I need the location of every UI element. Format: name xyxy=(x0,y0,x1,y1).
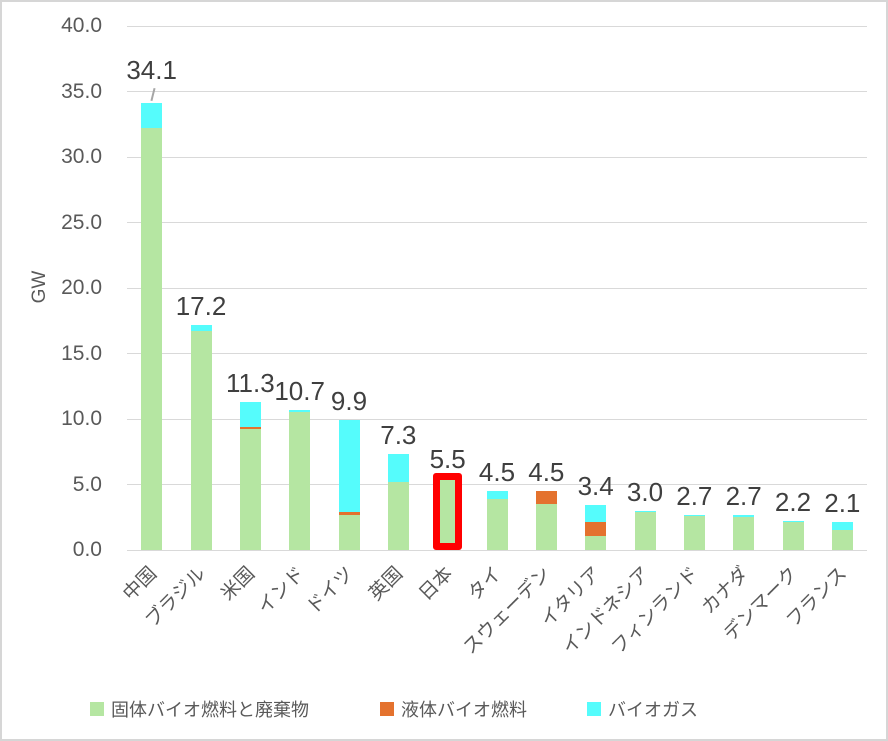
bar-segment-solid-biofuel-waste xyxy=(535,504,557,550)
y-axis-title: GW xyxy=(29,270,50,304)
bar-segment-biogas xyxy=(141,103,163,129)
bar-segment-biogas xyxy=(289,409,311,413)
bar-value-label: 4.5 xyxy=(528,457,565,488)
bar-segment-liquid-biofuel xyxy=(338,512,360,515)
bar-segment-solid-biofuel-waste xyxy=(437,477,459,550)
legend-swatch-biogas xyxy=(587,702,601,716)
gridline xyxy=(127,549,867,551)
bar-value-label: 3.4 xyxy=(577,471,614,502)
bar-segment-biogas xyxy=(831,522,853,531)
bar-segment-biogas xyxy=(190,324,212,332)
bar-value-label: 9.9 xyxy=(330,386,368,417)
y-tick-label: 25.0 xyxy=(61,210,102,234)
bar-segment-solid-biofuel-waste xyxy=(141,128,163,550)
y-tick-label: 15.0 xyxy=(61,341,102,365)
gridline xyxy=(127,156,867,158)
bar-segment-solid-biofuel-waste xyxy=(683,515,705,550)
y-tick-label: 40.0 xyxy=(61,14,102,37)
gridline xyxy=(127,353,867,354)
bar-segment-biogas xyxy=(733,514,755,518)
legend-label-liquid-biofuel: 液体バイオ燃料 xyxy=(401,700,527,720)
y-tick-label: 30.0 xyxy=(61,145,102,168)
bar-value-label: 2.7 xyxy=(676,480,713,511)
bar-value-label: 2.1 xyxy=(824,488,861,519)
legend-item-biogas: バイオガス xyxy=(587,695,698,723)
y-tick-label: 5.0 xyxy=(72,472,102,496)
bar-segment-biogas xyxy=(683,514,705,516)
gridline xyxy=(127,222,867,223)
gridline xyxy=(127,91,867,92)
bar-segment-solid-biofuel-waste xyxy=(486,498,508,550)
bar-segment-solid-biofuel-waste xyxy=(338,514,360,550)
legend-label-biogas: バイオガス xyxy=(608,700,698,720)
y-tick-label: 0.0 xyxy=(72,538,102,561)
bar-value-label: 34.1 xyxy=(126,55,177,86)
bar-value-label: 11.3 xyxy=(225,367,275,398)
gridline xyxy=(127,484,867,485)
bar-segment-biogas xyxy=(486,491,508,499)
bar-segment-solid-biofuel-waste xyxy=(733,517,755,550)
gridline xyxy=(127,25,867,27)
bar-segment-solid-biofuel-waste xyxy=(190,331,212,550)
bar-segment-solid-biofuel-waste xyxy=(289,412,311,550)
gridline xyxy=(127,287,867,289)
bar-value-label: 17.2 xyxy=(175,290,227,321)
y-tick-label: 35.0 xyxy=(61,79,102,103)
gridline xyxy=(127,418,867,420)
bar-value-label: 2.2 xyxy=(774,487,812,518)
legend-item-liquid-biofuel: 液体バイオ燃料 xyxy=(380,695,527,723)
bar-segment-biogas xyxy=(585,505,607,523)
bar-segment-biogas xyxy=(338,420,360,512)
bar-value-label: 3.0 xyxy=(626,476,664,507)
bar-value-label: 4.5 xyxy=(478,457,516,488)
bar-segment-solid-biofuel-waste xyxy=(585,535,607,550)
legend-label-solid-biofuel-waste: 固体バイオ燃料と廃棄物 xyxy=(111,700,309,720)
highlight-box xyxy=(433,472,463,550)
legend-swatch-liquid-biofuel xyxy=(380,702,394,716)
legend-item-solid-biofuel-waste: 固体バイオ燃料と廃棄物 xyxy=(90,695,309,723)
y-tick-label: 20.0 xyxy=(61,276,102,299)
bar-segment-solid-biofuel-waste xyxy=(831,530,853,550)
bar-value-label: 2.7 xyxy=(725,480,762,511)
legend-swatch-solid-biofuel-waste xyxy=(90,702,104,716)
bar-value-label: 7.3 xyxy=(380,420,417,451)
bar-segment-liquid-biofuel xyxy=(239,426,261,430)
bar-value-label: 10.7 xyxy=(274,375,325,406)
bar-segment-liquid-biofuel xyxy=(535,491,557,505)
y-tick-label: 10.0 xyxy=(61,407,102,430)
bar-segment-solid-biofuel-waste xyxy=(782,522,804,550)
legend: 固体バイオ燃料と廃棄物 液体バイオ燃料 バイオガス xyxy=(2,695,886,723)
bar-segment-biogas xyxy=(782,521,804,523)
bar-segment-biogas xyxy=(239,401,261,427)
bar-value-label: 5.5 xyxy=(429,443,466,474)
bar-segment-biogas xyxy=(634,510,656,512)
bar-segment-biogas xyxy=(387,454,409,482)
bar-segment-solid-biofuel-waste xyxy=(239,429,261,550)
bar-segment-solid-biofuel-waste xyxy=(634,512,656,550)
bar-segment-solid-biofuel-waste xyxy=(387,481,409,550)
bar-segment-liquid-biofuel xyxy=(585,522,607,536)
